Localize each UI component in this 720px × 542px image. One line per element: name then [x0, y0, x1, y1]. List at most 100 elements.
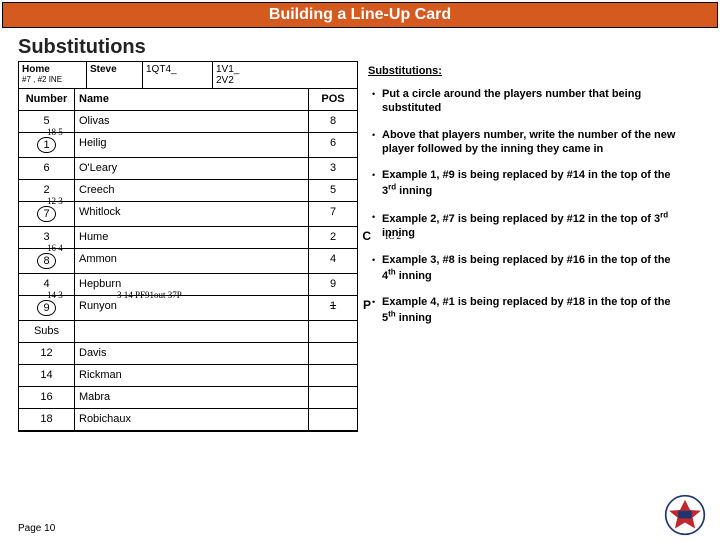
num-cell: 118 5 [19, 133, 75, 157]
sub-annotation: 12 3 [47, 196, 63, 206]
name-cell: Whitlock [75, 202, 309, 226]
notes-list: •Put a circle around the players number … [368, 87, 678, 325]
num-cell: 12 [19, 343, 75, 364]
pos-cell: 7 [309, 202, 357, 226]
name-cell: Ammon [75, 249, 309, 273]
pos-cell: 2CIC 2 [309, 227, 357, 248]
num-cell: 816 4 [19, 249, 75, 273]
list-item: •Example 4, #1 is being replaced by #18 … [372, 295, 678, 325]
table-row: 3Hume2CIC 2 [19, 227, 357, 249]
note-text: Put a circle around the players number t… [382, 87, 678, 116]
note-text: Example 1, #9 is being replaced by #14 i… [382, 168, 678, 198]
circled-number: 8 [37, 253, 55, 269]
table-row: 712 3Whitlock 7 [19, 202, 357, 227]
table-row: 914 3Runyon3 14 PF91out 37P1P [19, 296, 357, 321]
name-cell: Runyon3 14 PF91out 37P [75, 296, 309, 320]
name-cell: Robichaux [75, 409, 309, 430]
circled-number: 9 [37, 300, 55, 316]
num-cell: 914 3 [19, 296, 75, 320]
col-name: Name [75, 89, 309, 110]
team-label: Home [22, 64, 83, 75]
pos-cell: 9 [309, 274, 357, 295]
team-sub: #7 , #2 INE [22, 75, 83, 84]
num-cell: 18 [19, 409, 75, 430]
game2b: 2V2 [216, 75, 354, 86]
sub-annotation: 16 4 [47, 243, 63, 253]
pos-cell: 6 [309, 133, 357, 157]
name-cell: Olivas [75, 111, 309, 132]
sub-annotation: 14 3 [47, 290, 63, 300]
pos-cell [309, 409, 357, 430]
sub-annotation: 18 5 [47, 127, 63, 137]
team-cell: Home #7 , #2 INE [19, 62, 87, 88]
note-text: Example 4, #1 is being replaced by #18 i… [382, 295, 678, 325]
pos-note: P [363, 298, 371, 312]
note-text: Above that players number, write the num… [382, 128, 678, 157]
bullet: • [372, 210, 382, 222]
pos-cell: 3 [309, 158, 357, 179]
note-text: Example 2, #7 is being replaced by #12 i… [382, 210, 678, 240]
list-item: •Put a circle around the players number … [372, 87, 678, 116]
pos-cell: 8 [309, 111, 357, 132]
pos-value: 2 [330, 231, 336, 243]
table-row: 12Davis [19, 343, 357, 365]
game1-cell: 1QT4_ [143, 62, 213, 88]
notes-heading: Substitutions: [368, 65, 442, 77]
card-top-row: Home #7 , #2 INE Steve 1QT4_ 1V1_ 2V2 [19, 62, 357, 89]
pos-value: 4 [330, 253, 336, 265]
name-cell: Creech [75, 180, 309, 201]
table-row: 5Olivas8 [19, 111, 357, 133]
name-cell: Mabra [75, 387, 309, 408]
name-cell [75, 321, 309, 342]
name-annotation: 3 14 PF91out 37P [117, 290, 182, 300]
outside-note: IC 2 [385, 231, 401, 241]
lineup-card: Home #7 , #2 INE Steve 1QT4_ 1V1_ 2V2 Nu… [18, 61, 358, 432]
name-cell: Davis [75, 343, 309, 364]
pos-value: 5 [330, 184, 336, 196]
pos-value: 9 [330, 278, 336, 290]
notes-pane: Substitutions: •Put a circle around the … [368, 61, 678, 432]
bullet: • [372, 253, 382, 265]
pos-cell: 4 [309, 249, 357, 273]
num-cell: 6 [19, 158, 75, 179]
list-item: •Example 2, #7 is being replaced by #12 … [372, 210, 678, 240]
table-row: 18Robichaux [19, 409, 357, 431]
circled-number: 1 [37, 137, 55, 153]
section-title: Substitutions [0, 30, 720, 61]
pos-value: 6 [330, 137, 336, 149]
pos-cell [309, 343, 357, 364]
table-row: 118 5Heilig 6 [19, 133, 357, 158]
name-cell: O'Leary [75, 158, 309, 179]
pos-note: C [362, 229, 371, 243]
pos-cell [309, 365, 357, 386]
bullet: • [372, 128, 382, 140]
table-row: 4Hepburn9 [19, 274, 357, 296]
bullet: • [372, 295, 382, 307]
col-pos: POS [309, 89, 357, 110]
page-number: Page 10 [18, 523, 55, 534]
page-header: Building a Line-Up Card [2, 2, 718, 28]
list-item: •Example 3, #8 is being replaced by #16 … [372, 253, 678, 283]
bullet: • [372, 87, 382, 99]
game2a: 1V1_ [216, 64, 354, 75]
pos-cell [309, 387, 357, 408]
note-text: Example 3, #8 is being replaced by #16 i… [382, 253, 678, 283]
pos-value: 3 [330, 162, 336, 174]
circled-number: 7 [37, 206, 55, 222]
list-item: •Example 1, #9 is being replaced by #14 … [372, 168, 678, 198]
pos-value: 7 [330, 206, 336, 218]
name-cell: Heilig [75, 133, 309, 157]
pos-cell: 5 [309, 180, 357, 201]
coach-cell: Steve [87, 62, 143, 88]
pos-value: 8 [330, 115, 336, 127]
league-logo [664, 494, 706, 536]
lineup-card-pane: Home #7 , #2 INE Steve 1QT4_ 1V1_ 2V2 Nu… [18, 61, 358, 432]
pos-value: 1 [330, 300, 336, 312]
content-area: Home #7 , #2 INE Steve 1QT4_ 1V1_ 2V2 Nu… [0, 61, 720, 432]
num-cell: Subs [19, 321, 75, 342]
table-row: Subs [19, 321, 357, 343]
num-cell: 712 3 [19, 202, 75, 226]
col-number: Number [19, 89, 75, 110]
table-row: 816 4Ammon 4 [19, 249, 357, 274]
table-row: 14Rickman [19, 365, 357, 387]
